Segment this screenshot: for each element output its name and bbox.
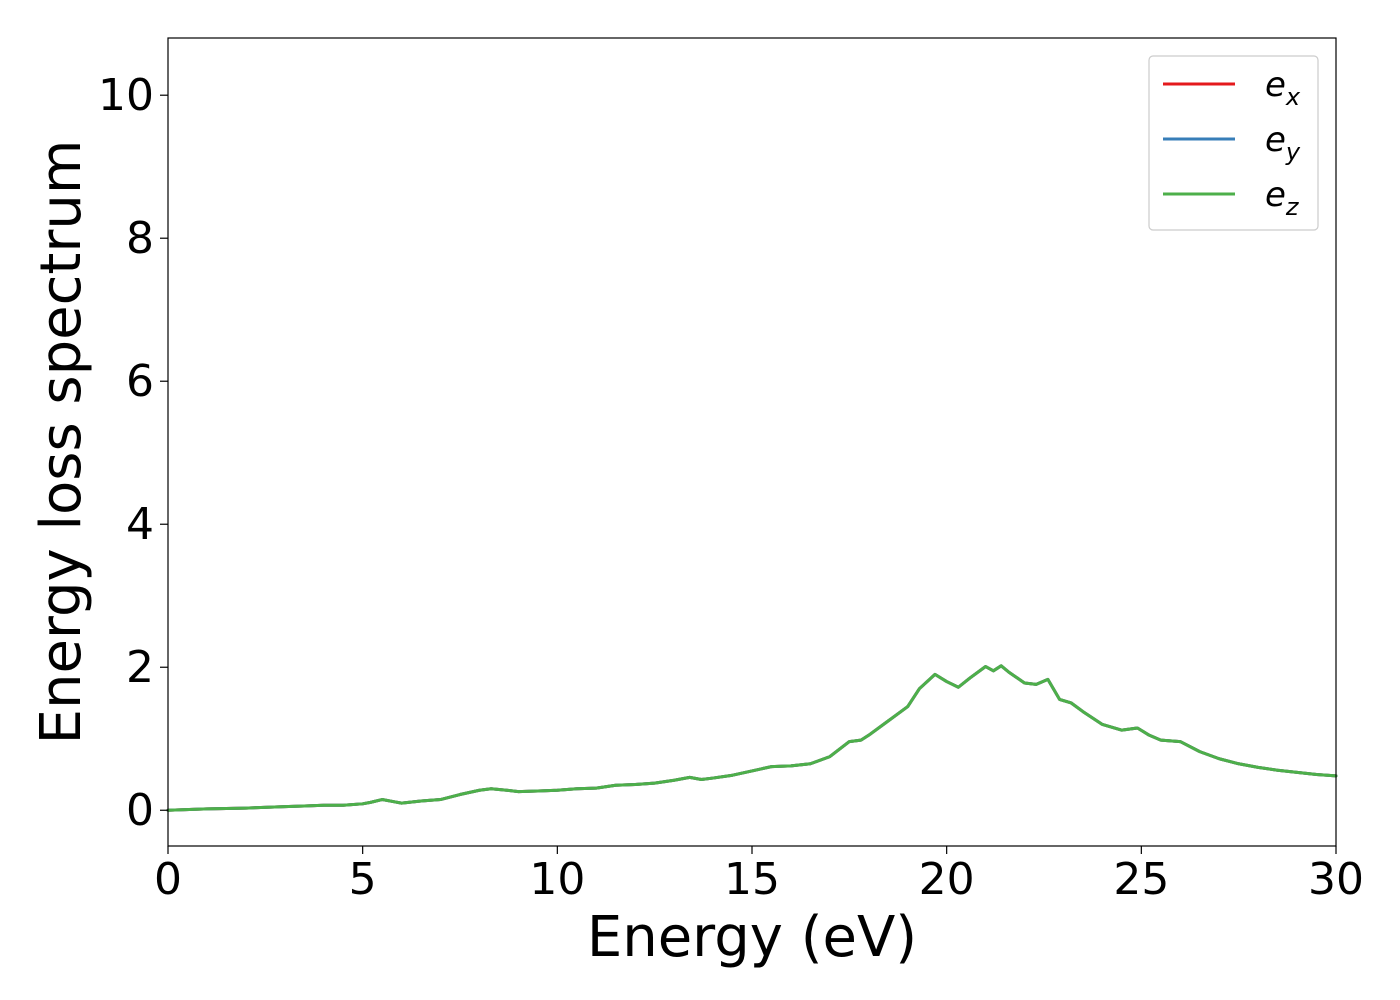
y-tick-label: 2 — [126, 642, 154, 693]
y-tick-label: 8 — [126, 213, 154, 264]
y-axis-ticks: 0 2 4 6 8 10 — [98, 70, 168, 836]
x-tick-label: 20 — [919, 854, 975, 905]
legend-box — [1148, 55, 1319, 231]
y-axis-label: Energy loss spectrum — [29, 140, 94, 745]
y-tick-label: 4 — [126, 499, 154, 550]
y-tick-label: 0 — [126, 785, 154, 836]
series-layer — [166, 664, 1338, 812]
legend-label: ey — [1265, 120, 1301, 166]
x-axis-label: Energy (eV) — [587, 905, 917, 970]
y-tick-label: 6 — [126, 356, 154, 407]
x-tick-label: 25 — [1113, 854, 1169, 905]
legend-label: ez — [1265, 175, 1300, 221]
x-axis-ticks: 0 5 10 15 20 25 30 — [154, 846, 1364, 905]
x-tick-label: 30 — [1308, 854, 1364, 905]
plot-area — [168, 38, 1336, 846]
x-tick-label: 15 — [724, 854, 780, 905]
x-tick-label: 0 — [154, 854, 182, 905]
legend: ex ey ez — [1148, 55, 1319, 231]
series-line-e-z — [166, 664, 1338, 812]
x-tick-label: 10 — [529, 854, 585, 905]
legend-label: ex — [1265, 65, 1301, 111]
y-tick-label: 10 — [98, 70, 154, 121]
x-tick-label: 5 — [349, 854, 377, 905]
